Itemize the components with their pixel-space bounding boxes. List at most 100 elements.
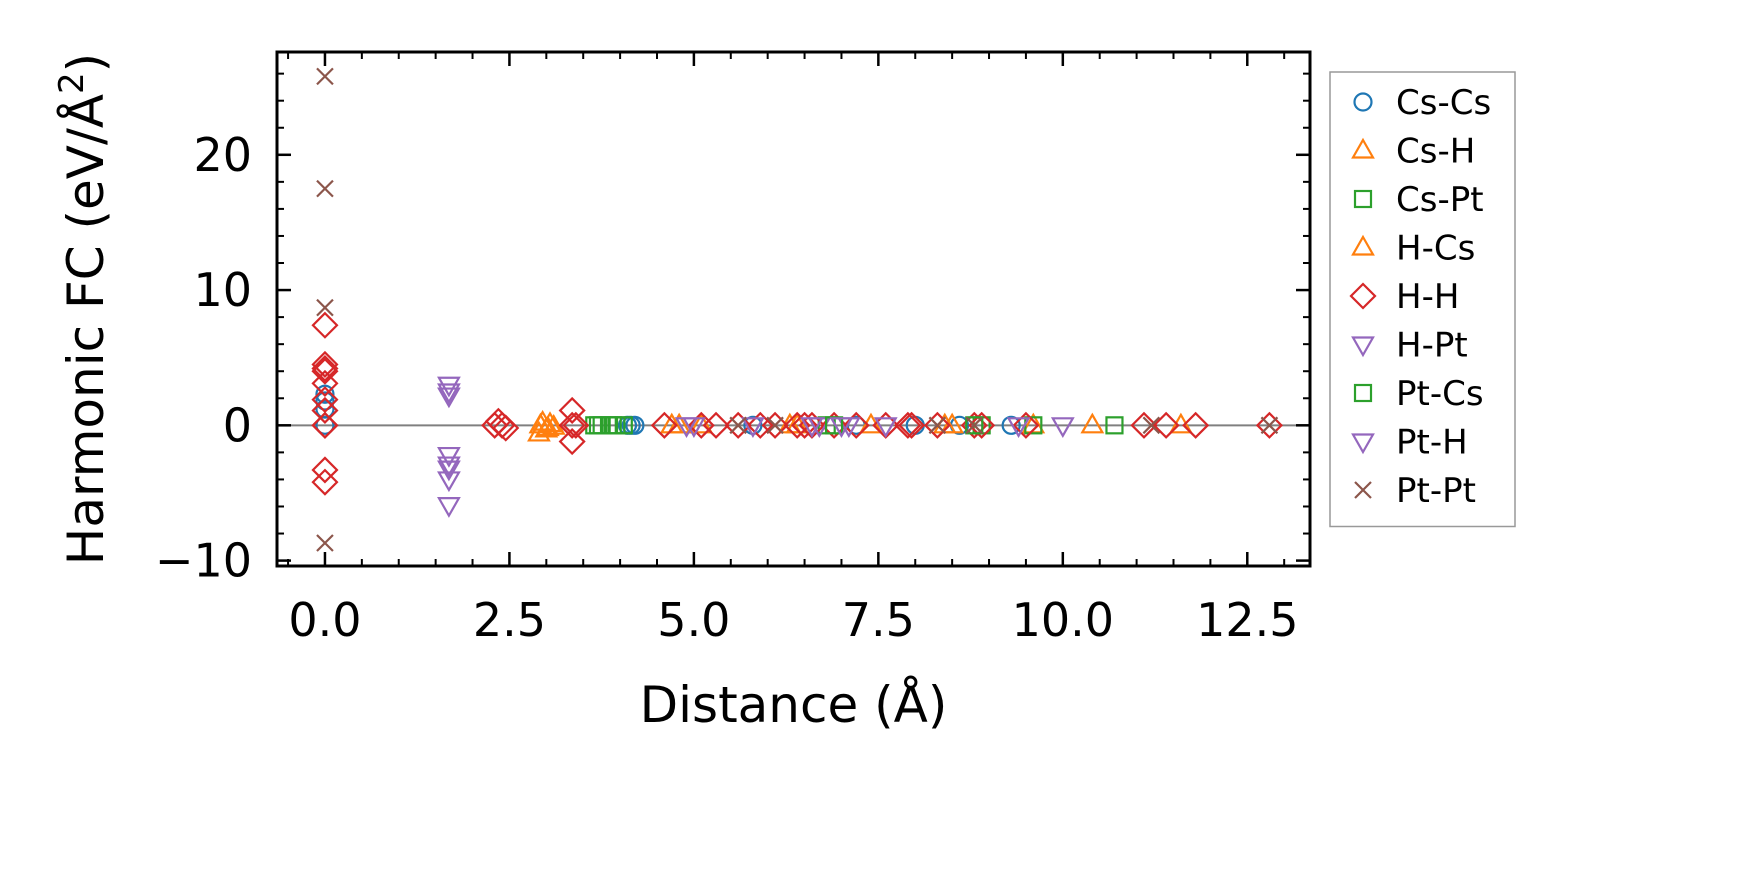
data-point-h-h — [558, 396, 586, 425]
plot-frame — [275, 50, 1312, 568]
data-point-pt-h — [829, 417, 854, 439]
legend-item-pt-pt: Pt-Pt — [1354, 471, 1476, 511]
series-cs-cs — [315, 384, 1021, 435]
data-point-cs-cs — [625, 415, 645, 435]
data-point-h-h — [650, 411, 678, 439]
data-point-h-h — [761, 411, 789, 439]
data-point-cs-cs — [315, 384, 335, 404]
data-point-h-pt — [741, 417, 765, 439]
data-point-cs-h — [1080, 412, 1105, 434]
data-point-cs-h — [541, 413, 566, 435]
legend-marker-cs-h — [1351, 137, 1375, 159]
data-point-cs-cs — [1001, 415, 1021, 435]
x-tick-label: 12.5 — [1196, 593, 1298, 647]
data-point-h-h — [311, 411, 339, 439]
legend-label-cs-h: Cs-H — [1396, 132, 1475, 172]
legend-label-pt-pt: Pt-Pt — [1396, 471, 1476, 511]
data-point-pt-pt — [1142, 416, 1161, 435]
legend-label-cs-cs: Cs-Cs — [1396, 83, 1491, 123]
data-point-h-h — [311, 350, 339, 379]
legend-item-cs-h: Cs-H — [1351, 132, 1475, 172]
x-tick-label: 7.5 — [842, 593, 915, 647]
data-point-h-pt — [437, 471, 461, 493]
y-tick-label: 10 — [193, 263, 252, 317]
data-point-pt-cs — [588, 416, 608, 435]
series-pt-pt — [316, 67, 1279, 552]
legend-box — [1329, 71, 1516, 528]
legend-marker-h-pt — [1351, 336, 1375, 358]
x-axis-title: Distance (Å) — [640, 676, 948, 734]
series-pt-h — [437, 387, 854, 482]
y-axis-title-main: Harmonic FC (eV/Å — [57, 94, 115, 565]
data-point-h-pt — [437, 456, 461, 478]
data-point-pt-h — [437, 460, 461, 482]
data-point-pt-pt — [1260, 416, 1279, 435]
data-point-h-h — [923, 411, 951, 439]
series-pt-cs — [588, 416, 984, 435]
legend-item-h-cs: H-Cs — [1351, 229, 1475, 269]
data-point-h-h — [558, 411, 586, 439]
data-point-h-h — [562, 411, 590, 439]
data-point-pt-pt — [316, 67, 334, 86]
y-tick-label: 20 — [193, 128, 252, 182]
data-point-h-h — [311, 386, 339, 414]
data-point-h-h — [1255, 411, 1283, 439]
y-axis-title-superscript: 2 — [52, 72, 92, 94]
legend: Cs-Cs Cs-H Cs-Pt H-Cs H-H H-Pt Pt-Cs Pt-H Pt-Pt — [1329, 71, 1516, 528]
data-point-h-h — [1130, 411, 1158, 439]
data-point-h-h — [311, 357, 339, 385]
legend-label-h-cs: H-Cs — [1396, 229, 1475, 269]
data-point-pt-h — [681, 417, 706, 439]
data-point-h-h — [311, 468, 339, 496]
legend-item-pt-h: Pt-H — [1351, 423, 1468, 463]
legend-label-h-h: H-H — [1396, 277, 1459, 317]
data-point-h-h — [968, 411, 996, 439]
legend-marker-pt-h — [1351, 433, 1375, 455]
data-point-pt-h — [437, 387, 461, 409]
series-h-pt — [437, 376, 1075, 518]
axis-ticks: 0.0 2.5 5.0 7.5 10.0 12.5 −10 0 10 20 — [155, 52, 1310, 647]
legend-marker-cs-cs — [1353, 92, 1373, 112]
data-point-h-pt — [1050, 417, 1075, 439]
legend-item-cs-cs: Cs-Cs — [1353, 83, 1491, 123]
legend-label-cs-pt: Cs-Pt — [1396, 180, 1484, 220]
data-point-h-h — [311, 311, 339, 339]
legend-label-pt-cs: Pt-Cs — [1396, 374, 1484, 414]
data-point-pt-pt — [965, 416, 984, 435]
data-point-pt-pt — [316, 179, 334, 198]
y-axis-title: Harmonic FC (eV/Å2) — [52, 53, 115, 565]
data-point-h-h — [791, 411, 819, 439]
data-point-pt-pt — [729, 416, 747, 435]
x-tick-label: 5.0 — [657, 593, 730, 647]
data-point-pt-pt — [316, 534, 334, 552]
data-point-pt-pt — [928, 416, 947, 435]
legend-marker-h-cs — [1351, 234, 1375, 256]
data-point-h-h — [492, 414, 520, 442]
data-point-cs-pt — [1105, 416, 1124, 435]
series-h-h — [311, 311, 1283, 496]
data-point-h-h — [558, 428, 586, 456]
data-point-cs-cs — [315, 415, 335, 435]
data-point-pt-pt — [316, 298, 334, 317]
data-point-h-h — [1182, 411, 1210, 439]
x-tick-label: 2.5 — [473, 593, 546, 647]
x-tick-label: 0.0 — [288, 593, 361, 647]
x-tick-label: 10.0 — [1012, 593, 1114, 647]
data-point-h-pt — [437, 376, 461, 398]
data-point-h-h — [311, 456, 339, 484]
legend-item-pt-cs: Pt-Cs — [1353, 374, 1484, 414]
legend-item-h-h: H-H — [1349, 277, 1459, 317]
data-point-h-h — [1152, 411, 1180, 439]
data-point-h-pt — [437, 497, 461, 518]
data-point-h-h — [702, 411, 730, 439]
legend-item-h-pt: H-Pt — [1351, 326, 1468, 366]
data-point-h-cs — [535, 415, 560, 437]
y-axis-title-close: ) — [57, 53, 115, 73]
data-point-h-h — [311, 354, 339, 383]
data-point-h-pt — [437, 383, 461, 405]
data-point-h-pt — [873, 417, 898, 439]
legend-label-pt-h: Pt-H — [1396, 423, 1468, 463]
legend-item-cs-pt: Cs-Pt — [1353, 180, 1484, 220]
plot-marks — [277, 67, 1310, 552]
